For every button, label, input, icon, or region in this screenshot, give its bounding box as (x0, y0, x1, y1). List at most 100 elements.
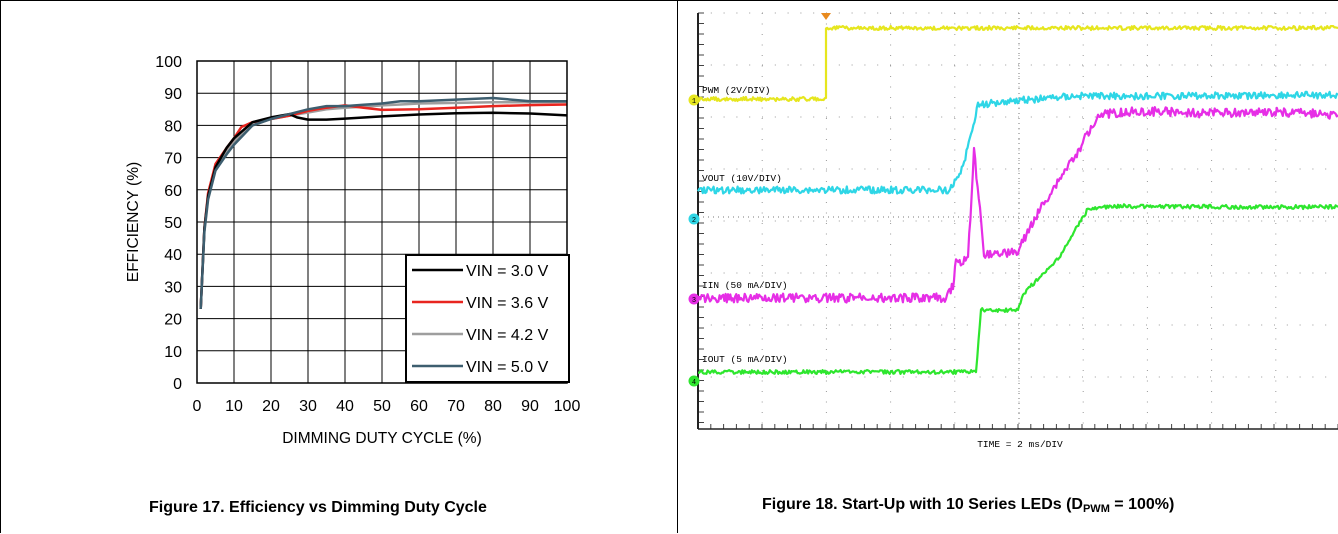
grid-dot (890, 391, 891, 392)
grid-dot (813, 273, 814, 274)
channel-label-4: IOUT (5 mA/DIV) (702, 354, 788, 365)
grid-dot (903, 273, 904, 274)
grid-dot (1018, 117, 1019, 118)
grid-dot (954, 66, 955, 67)
grid-dot (954, 139, 955, 140)
x-tick-label: 50 (373, 398, 391, 415)
grid-dot (1083, 108, 1084, 109)
grid-dot (1044, 377, 1045, 378)
grid-dot (839, 325, 840, 326)
grid-dot (954, 360, 955, 361)
grid-dot (724, 221, 725, 222)
grid-dot (1312, 65, 1313, 66)
grid-dot (1261, 65, 1262, 66)
grid-dot (928, 13, 929, 14)
grid-dot (1147, 55, 1148, 56)
grid-dot (890, 273, 891, 274)
grid-dot (1275, 381, 1276, 382)
grid-dot (980, 65, 981, 66)
grid-dot (903, 325, 904, 326)
grid-dot (1019, 150, 1020, 151)
grid-dot (1019, 297, 1020, 298)
grid-dot (736, 221, 737, 222)
grid-dot (954, 65, 955, 66)
grid-dot (890, 150, 891, 151)
grid-dot (1159, 221, 1160, 222)
grid-dot (813, 169, 814, 170)
grid-dot (890, 349, 891, 350)
grid-dot (864, 377, 865, 378)
grid-dot (1108, 65, 1109, 66)
grid-dot (736, 325, 737, 326)
grid-dot (1031, 273, 1032, 274)
grid-dot (1300, 273, 1301, 274)
grid-dot (1325, 13, 1326, 14)
grid-dot (916, 65, 917, 66)
grid-dot (800, 65, 801, 66)
grid-dot (1056, 65, 1057, 66)
grid-dot (1019, 255, 1020, 256)
grid-dot (1133, 65, 1134, 66)
grid-dot (762, 423, 763, 424)
grid-dot (800, 325, 801, 326)
grid-dot (1120, 65, 1121, 66)
grid-dot (1275, 139, 1276, 140)
grid-dot (1261, 273, 1262, 274)
grid-dot (1019, 66, 1020, 67)
grid-dot (826, 349, 827, 350)
grid-dot (1210, 65, 1211, 66)
grid-dot (1108, 325, 1109, 326)
grid-dot (839, 273, 840, 274)
grid-dot (1197, 65, 1198, 66)
grid-dot (1172, 325, 1173, 326)
grid-dot (864, 273, 865, 274)
grid-dot (1184, 377, 1185, 378)
grid-dot (736, 13, 737, 14)
grid-dot (1108, 377, 1109, 378)
grid-dot (762, 307, 763, 308)
grid-dot (826, 412, 827, 413)
grid-dot (1211, 76, 1212, 77)
grid-dot (1275, 234, 1276, 235)
grid-dot (1312, 13, 1313, 14)
grid-dot (1197, 169, 1198, 170)
grid-dot (1108, 169, 1109, 170)
grid-dot (1211, 108, 1212, 109)
grid-dot (1147, 349, 1148, 350)
grid-dot (1197, 273, 1198, 274)
grid-dot (954, 117, 955, 118)
grid-dot (1275, 328, 1276, 329)
grid-dot (788, 273, 789, 274)
grid-dot (1044, 221, 1045, 222)
grid-dot (916, 325, 917, 326)
grid-dot (954, 45, 955, 46)
grid-dot (1147, 202, 1148, 203)
channel-number: 4 (692, 379, 696, 387)
grid-dot (1210, 377, 1211, 378)
grid-dot (826, 265, 827, 266)
grid-dot (1147, 391, 1148, 392)
grid-dot (724, 117, 725, 118)
grid-dot (890, 181, 891, 182)
grid-dot (1083, 370, 1084, 371)
y-tick-label: 0 (173, 376, 182, 393)
grid-dot (749, 13, 750, 14)
grid-dot (1325, 65, 1326, 66)
grid-dot (1248, 325, 1249, 326)
grid-dot (1287, 377, 1288, 378)
grid-dot (1223, 65, 1224, 66)
grid-dot (967, 273, 968, 274)
grid-dot (1069, 273, 1070, 274)
grid-dot (775, 325, 776, 326)
y-axis-title: EFFICIENCY (%) (125, 162, 142, 282)
grid-dot (941, 325, 942, 326)
grid-dot (1211, 45, 1212, 46)
grid-dot (954, 402, 955, 403)
grid-dot (1095, 65, 1096, 66)
grid-dot (826, 402, 827, 403)
grid-dot (762, 412, 763, 413)
grid-dot (1261, 221, 1262, 222)
grid-dot (762, 221, 763, 222)
grid-dot (1083, 339, 1084, 340)
grid-dot (724, 325, 725, 326)
